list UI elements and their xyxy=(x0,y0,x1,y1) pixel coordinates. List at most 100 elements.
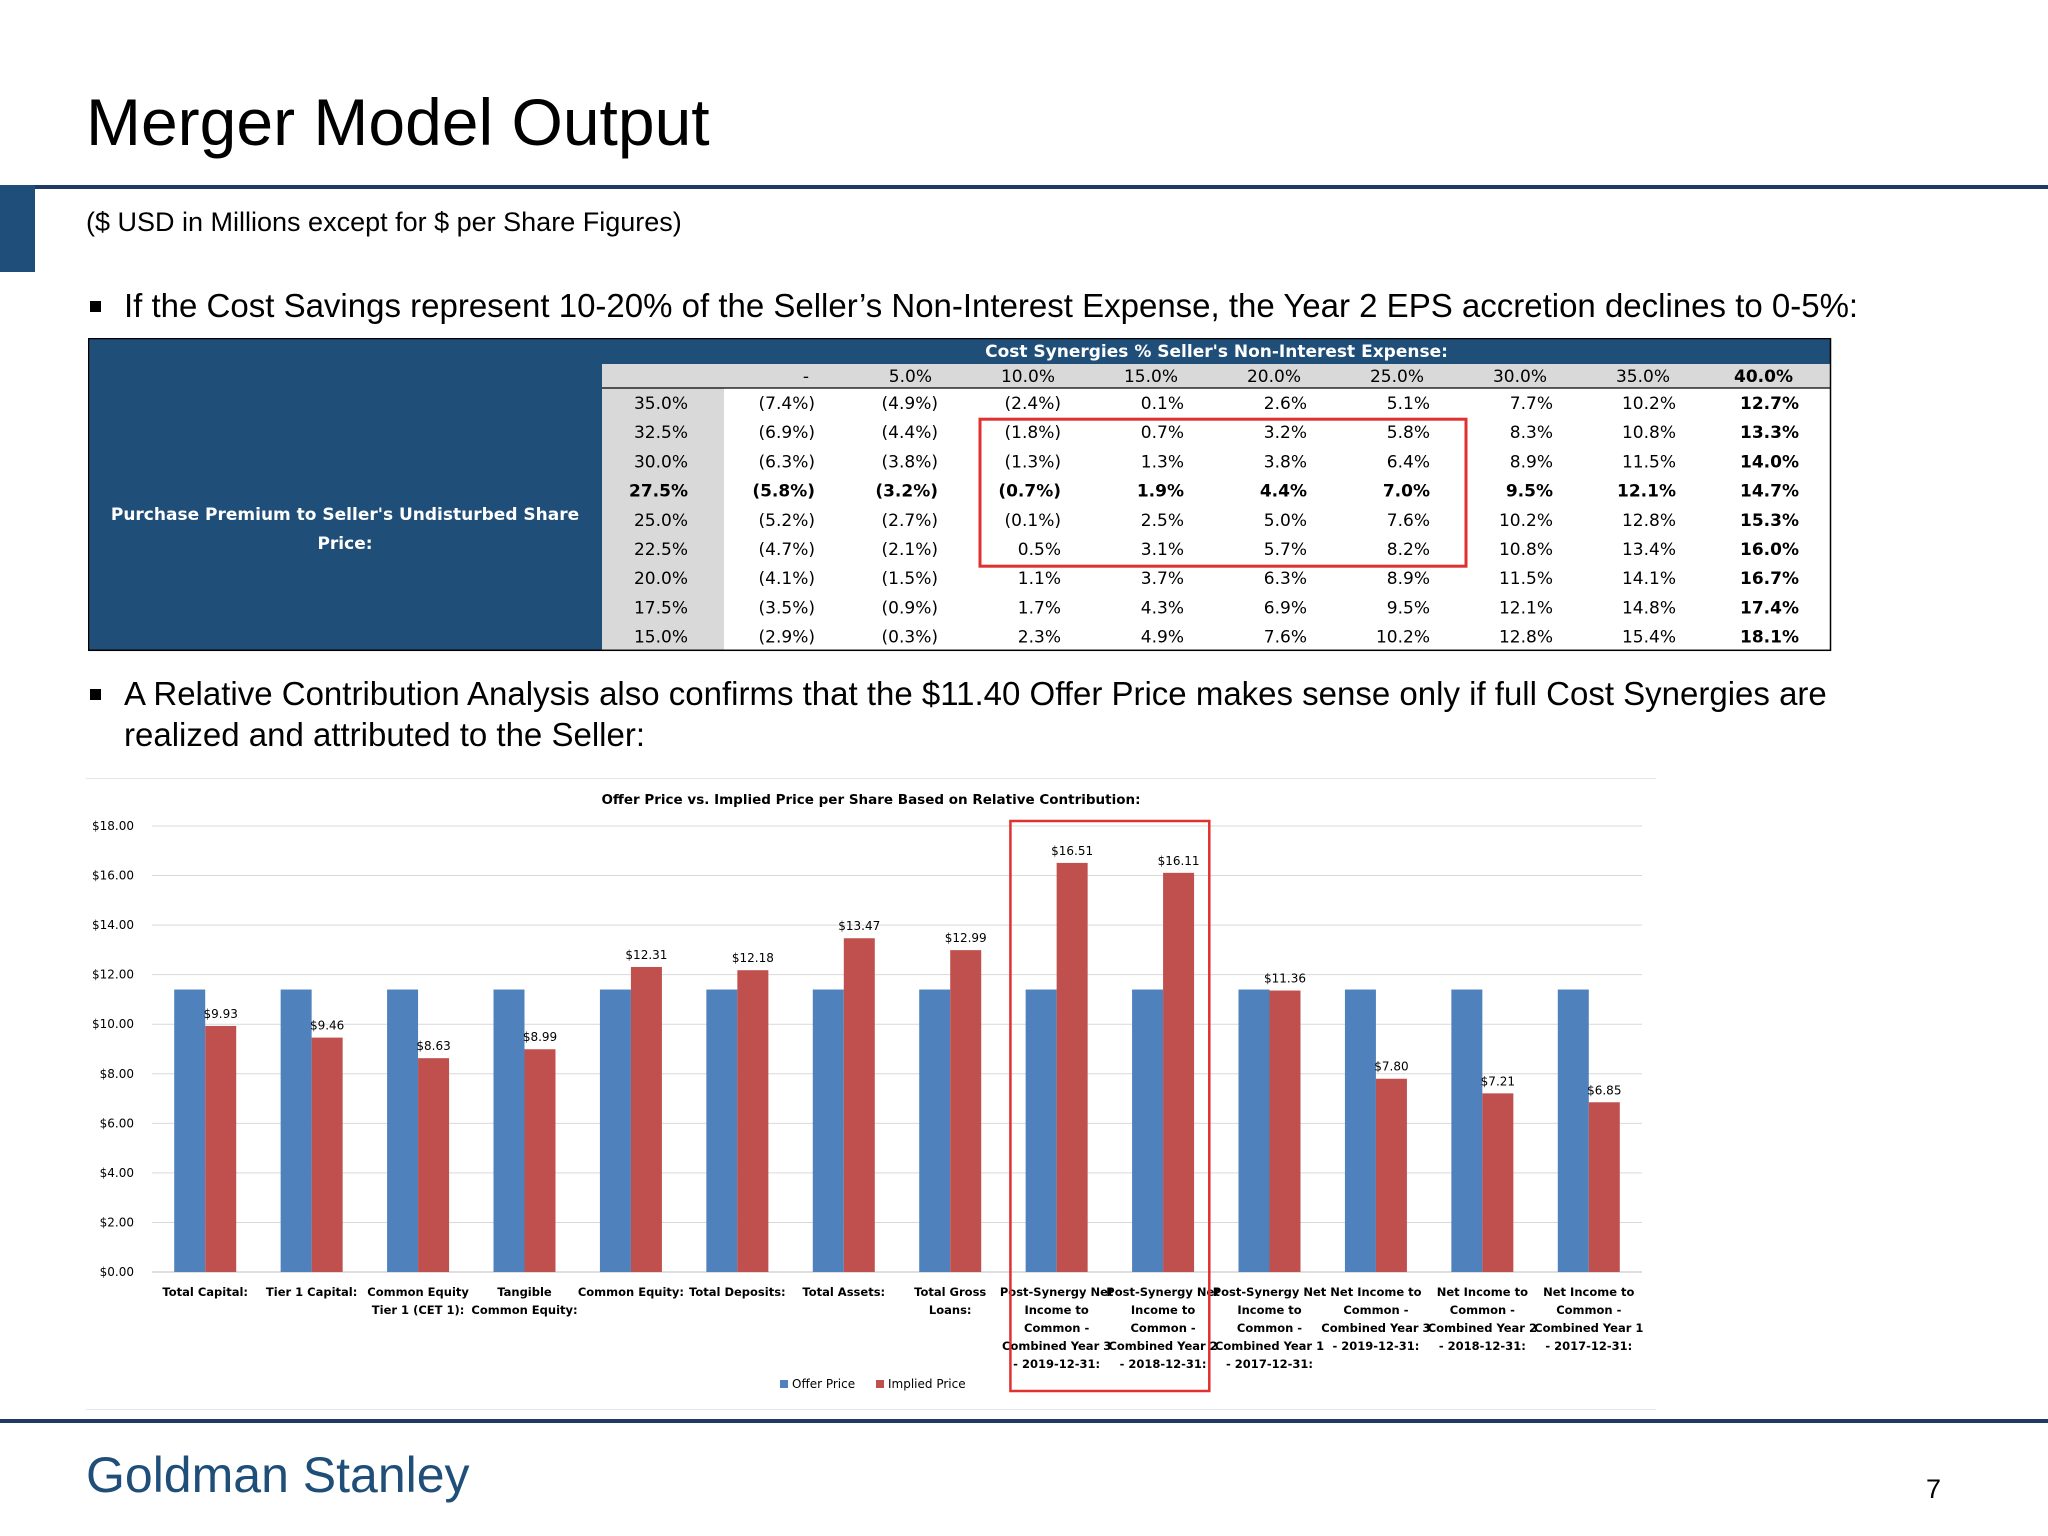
bullet-text-line1: A Relative Contribution Analysis also co… xyxy=(124,675,1827,712)
synergy-column-header: 5.0% xyxy=(889,367,932,387)
data-label-implied: $12.31 xyxy=(625,948,667,962)
synergy-header-row xyxy=(602,364,1831,388)
data-label-implied: $8.99 xyxy=(523,1030,557,1044)
synergy-column-header: 25.0% xyxy=(1370,367,1424,387)
premium-row-label: 22.5% xyxy=(634,540,688,560)
table-cell: (1.8%) xyxy=(1005,423,1061,443)
x-category-label: Common Equity: xyxy=(471,1303,577,1317)
data-label-implied: $12.99 xyxy=(945,931,987,945)
premium-row-label: 20.0% xyxy=(634,569,688,589)
table-cell: 12.7% xyxy=(1740,394,1799,414)
bar-implied-price xyxy=(843,938,875,1272)
table-cell: 15.3% xyxy=(1740,511,1799,531)
table-cell: (4.9%) xyxy=(882,394,938,414)
x-category-label: Post-Synergy Net xyxy=(1213,1285,1327,1299)
y-tick-label: $8.00 xyxy=(100,1067,134,1081)
units-subtitle: ($ USD in Millions except for $ per Shar… xyxy=(86,207,682,237)
premium-row-label: 30.0% xyxy=(634,452,688,472)
synergy-header-title: Cost Synergies % Seller's Non-Interest E… xyxy=(985,342,1448,362)
premium-row-label: 25.0% xyxy=(634,511,688,531)
table-cell: (6.3%) xyxy=(759,452,815,472)
bullet-text-line2: realized and attributed to the Seller: xyxy=(124,716,645,753)
table-cell: 7.7% xyxy=(1510,394,1553,414)
chart-highlight-box xyxy=(1009,819,1211,1393)
table-cell: 8.9% xyxy=(1510,452,1553,472)
x-category-label: Total Gross xyxy=(914,1285,986,1299)
table-cell: 5.7% xyxy=(1264,540,1307,560)
bullet-text: If the Cost Savings represent 10-20% of … xyxy=(124,287,1859,324)
x-category-label: Post-Synergy Net xyxy=(1000,1285,1114,1299)
table-cell: 12.8% xyxy=(1499,628,1553,648)
table-cell: 10.2% xyxy=(1376,628,1430,648)
bar-offer-price xyxy=(387,989,419,1272)
x-category-label: - 2017-12-31: xyxy=(1226,1357,1313,1371)
table-cell: 1.7% xyxy=(1018,598,1061,618)
table-cell: 10.2% xyxy=(1622,394,1676,414)
bar-offer-price xyxy=(1451,989,1483,1272)
x-category-label: Total Deposits: xyxy=(689,1285,786,1299)
table-cell: (2.9%) xyxy=(759,628,815,648)
table-cell: (2.1%) xyxy=(882,540,938,560)
table-cell: 13.4% xyxy=(1622,540,1676,560)
x-category-label: - 2019-12-31: xyxy=(1013,1357,1100,1371)
table-cell: 0.7% xyxy=(1141,423,1184,443)
table-cell: 0.5% xyxy=(1018,540,1061,560)
footer-brand: Goldman Stanley xyxy=(86,1447,470,1503)
table-cell: (0.1%) xyxy=(1005,511,1061,531)
table-cell: (2.7%) xyxy=(882,511,938,531)
table-cell: 7.6% xyxy=(1387,511,1430,531)
x-category-label: Net Income to xyxy=(1330,1285,1421,1299)
data-label-implied: $16.51 xyxy=(1051,844,1093,858)
table-cell: (0.3%) xyxy=(882,628,938,648)
table-cell: 6.3% xyxy=(1264,569,1307,589)
table-cell: (3.2%) xyxy=(875,482,938,502)
bar-implied-price xyxy=(418,1058,450,1272)
table-cell: 10.8% xyxy=(1622,423,1676,443)
synergy-column-header: 30.0% xyxy=(1493,367,1547,387)
table-cell: 11.5% xyxy=(1499,569,1553,589)
table-cell: 15.4% xyxy=(1622,628,1676,648)
table-cell: 11.5% xyxy=(1622,452,1676,472)
table-cell: 1.1% xyxy=(1018,569,1061,589)
bar-offer-price xyxy=(1132,989,1164,1272)
table-cell: 10.2% xyxy=(1499,511,1553,531)
bar-offer-price xyxy=(599,989,631,1272)
table-cell: (6.9%) xyxy=(759,423,815,443)
table-cell: (4.7%) xyxy=(759,540,815,560)
bar-implied-price xyxy=(737,970,769,1272)
row-label-line1: Purchase Premium to Seller's Undisturbed… xyxy=(111,505,579,525)
table-cell: (7.4%) xyxy=(759,394,815,414)
bar-chart-svg: Offer Price vs. Implied Price per Share … xyxy=(86,778,1656,1410)
x-category-label: Common - xyxy=(1556,1303,1621,1317)
bar-implied-price xyxy=(1269,990,1301,1272)
table-cell: 16.7% xyxy=(1740,569,1799,589)
x-category-label: Combined Year 2 xyxy=(1108,1339,1217,1353)
table-cell: 1.9% xyxy=(1137,482,1184,502)
x-category-label: Income to xyxy=(1131,1303,1195,1317)
row-label-line2: Price: xyxy=(317,534,372,554)
table-cell: 3.1% xyxy=(1141,540,1184,560)
table-cell: (3.5%) xyxy=(759,598,815,618)
synergy-column-header: 35.0% xyxy=(1616,367,1670,387)
data-label-implied: $7.21 xyxy=(1481,1074,1515,1088)
bar-implied-price xyxy=(950,950,982,1272)
chart-title: Offer Price vs. Implied Price per Share … xyxy=(601,792,1140,808)
synergy-column-header: 15.0% xyxy=(1124,367,1178,387)
y-tick-label: $2.00 xyxy=(100,1215,134,1229)
x-category-label: Common - xyxy=(1450,1303,1515,1317)
bar-offer-price xyxy=(1344,989,1376,1272)
y-tick-label: $10.00 xyxy=(92,1017,134,1031)
table-cell: 7.0% xyxy=(1383,482,1430,502)
bar-offer-price xyxy=(812,989,844,1272)
y-tick-label: $16.00 xyxy=(92,869,134,883)
bar-offer-price xyxy=(706,989,738,1272)
table-cell: 2.3% xyxy=(1018,628,1061,648)
x-category-label: Post-Synergy Net xyxy=(1106,1285,1220,1299)
data-label-implied: $8.63 xyxy=(416,1039,450,1053)
data-label-implied: $9.46 xyxy=(310,1019,344,1033)
bar-implied-price xyxy=(1163,872,1195,1272)
bar-implied-price xyxy=(1588,1102,1620,1272)
table-cell: (4.4%) xyxy=(882,423,938,443)
x-category-label: Loans: xyxy=(929,1303,972,1317)
table-cell: 13.3% xyxy=(1740,423,1799,443)
